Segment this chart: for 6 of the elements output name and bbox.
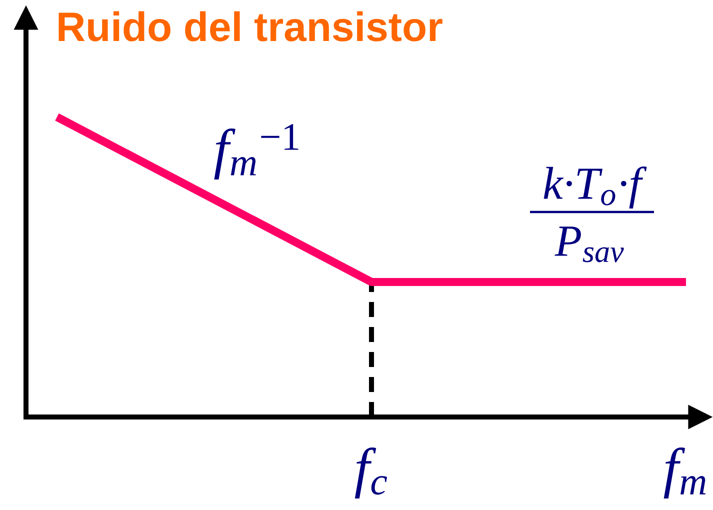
x-tick-label: f$_{c}$ — [354, 448, 387, 498]
annotation: f$_{m}$$^{−1}$ — [214, 124, 298, 180]
annotation: P$_{sav}$ — [554, 226, 624, 262]
x-tick-label: f$_{m}$ — [664, 448, 706, 498]
chart-title: Ruido del transistor — [58, 11, 442, 42]
annotation: k·T$_{o}$·f — [544, 166, 647, 208]
